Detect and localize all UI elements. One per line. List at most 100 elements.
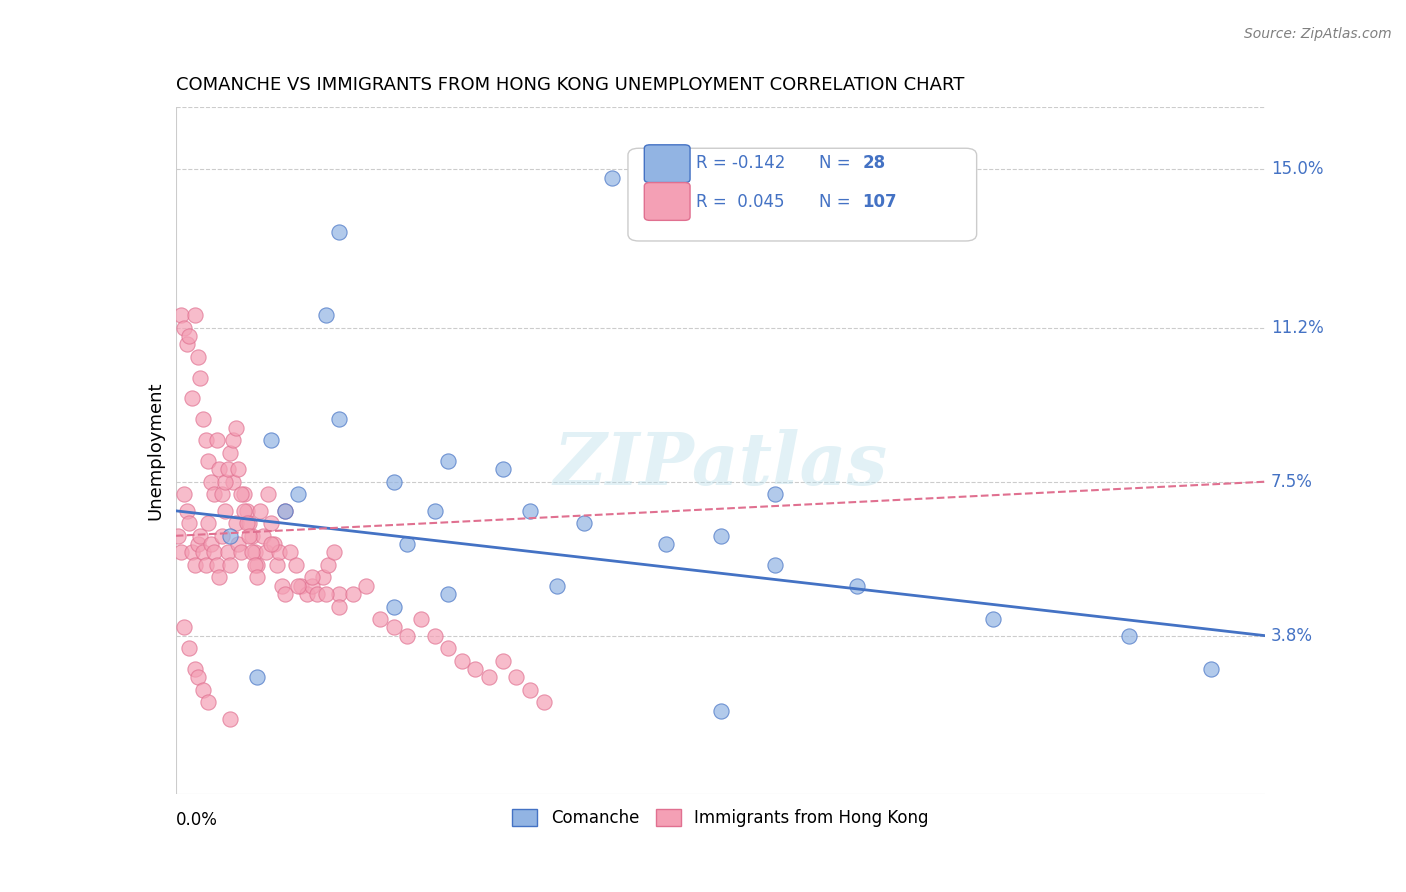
Point [217,545,239,559]
Text: 15.0%: 15.0% [1271,161,1323,178]
Point [382,599,405,614]
Y-axis label: Unemployment: Unemployment [146,381,165,520]
Text: 11.2%: 11.2% [1271,318,1323,336]
Point [519,504,541,518]
Text: COMANCHE VS IMMIGRANTS FROM HONG KONG UNEMPLOYMENT CORRELATION CHART: COMANCHE VS IMMIGRANTS FROM HONG KONG UN… [176,77,965,95]
Point [252,529,274,543]
Point [243,558,266,572]
Point [186,537,209,551]
Point [290,579,312,593]
Point [228,462,250,476]
Point [186,670,209,684]
Point [574,516,596,531]
Point [396,537,419,551]
Text: Source: ZipAtlas.com: Source: ZipAtlas.com [1244,27,1392,41]
Point [173,620,195,634]
Text: R = -0.142: R = -0.142 [696,154,785,172]
Point [312,570,335,584]
Text: 0.0%: 0.0% [176,811,218,829]
Point [205,433,228,447]
Point [246,670,269,684]
Point [437,641,460,656]
Point [464,662,486,676]
Point [382,620,405,634]
FancyBboxPatch shape [644,183,690,220]
Text: 3.8%: 3.8% [1271,627,1313,645]
Point [328,599,350,614]
Point [170,545,193,559]
Point [188,529,211,543]
Point [200,475,222,489]
Point [284,558,307,572]
Point [274,587,297,601]
Point [287,487,309,501]
Point [260,516,283,531]
Point [208,570,231,584]
Point [710,704,733,718]
Text: 107: 107 [862,193,897,211]
Point [197,695,219,709]
Text: R =  0.045: R = 0.045 [696,193,785,211]
Point [194,558,217,572]
Point [328,225,350,239]
Point [274,504,297,518]
Point [211,487,233,501]
Point [184,308,207,322]
Point [600,170,623,185]
Point [214,504,236,518]
Point [546,579,568,593]
Point [238,516,260,531]
Point [200,537,222,551]
Point [186,350,209,364]
Point [845,579,868,593]
Point [176,337,198,351]
Point [184,662,207,676]
Point [260,433,283,447]
Point [181,392,204,406]
Point [263,537,285,551]
Point [179,516,201,531]
Point [238,529,260,543]
Point [191,682,214,697]
Point [315,587,337,601]
Point [274,504,297,518]
Point [240,545,263,559]
Point [437,454,460,468]
Point [194,433,217,447]
Point [315,308,337,322]
FancyBboxPatch shape [628,148,977,241]
Point [235,516,257,531]
Point [318,558,340,572]
Point [170,308,193,322]
Point [328,412,350,426]
Point [246,558,269,572]
Point [181,545,204,559]
Point [307,587,329,601]
Point [219,445,242,459]
Point [505,670,527,684]
Point [492,462,515,476]
Point [1118,629,1140,643]
Legend: Comanche, Immigrants from Hong Kong: Comanche, Immigrants from Hong Kong [506,802,935,834]
Point [710,529,733,543]
Point [655,537,678,551]
Point [197,516,219,531]
Point [205,558,228,572]
Point [519,682,541,697]
Point [301,570,323,584]
Point [278,545,301,559]
Point [382,475,405,489]
Point [228,537,250,551]
Point [249,504,271,518]
Point [981,612,1004,626]
Text: N =: N = [818,193,851,211]
Point [492,654,515,668]
Point [219,558,242,572]
Point [232,487,254,501]
Point [179,329,201,343]
Point [396,629,419,643]
Point [368,612,391,626]
Point [409,612,432,626]
Point [179,641,201,656]
Point [191,412,214,426]
